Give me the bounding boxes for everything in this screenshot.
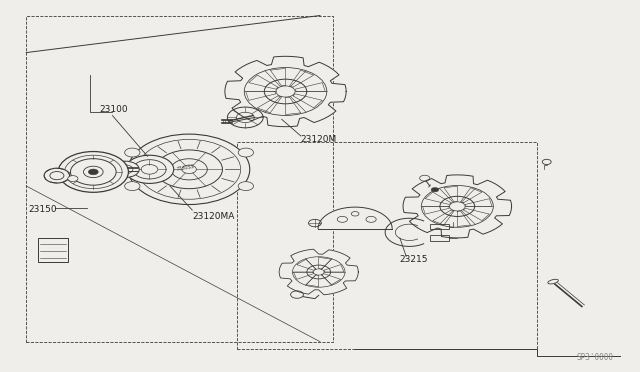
Text: SP3'0000: SP3'0000: [577, 353, 614, 362]
Text: 23120MA: 23120MA: [192, 212, 235, 221]
Circle shape: [238, 148, 253, 157]
Polygon shape: [403, 175, 511, 238]
Circle shape: [431, 187, 439, 192]
Polygon shape: [279, 249, 358, 295]
Text: 23120M: 23120M: [301, 135, 337, 144]
Polygon shape: [225, 56, 346, 127]
Circle shape: [129, 134, 250, 205]
Circle shape: [238, 182, 253, 190]
Bar: [430, 224, 449, 230]
Text: 23150: 23150: [28, 205, 57, 214]
Ellipse shape: [548, 279, 558, 284]
Bar: [38, 238, 68, 262]
Circle shape: [227, 107, 263, 128]
Circle shape: [420, 175, 430, 181]
Circle shape: [291, 291, 303, 298]
Circle shape: [308, 219, 321, 227]
Circle shape: [68, 176, 78, 182]
Circle shape: [542, 159, 551, 164]
Polygon shape: [318, 207, 392, 229]
Circle shape: [44, 168, 70, 183]
Circle shape: [125, 148, 140, 157]
Bar: [115, 169, 126, 170]
Bar: [430, 235, 449, 241]
Text: 7730SS: 7730SS: [176, 163, 195, 171]
Circle shape: [125, 155, 173, 183]
Circle shape: [58, 151, 129, 192]
Circle shape: [111, 161, 140, 177]
Text: 23100: 23100: [100, 105, 128, 114]
Circle shape: [125, 182, 140, 190]
Text: 23215: 23215: [400, 255, 428, 264]
Circle shape: [88, 169, 98, 175]
